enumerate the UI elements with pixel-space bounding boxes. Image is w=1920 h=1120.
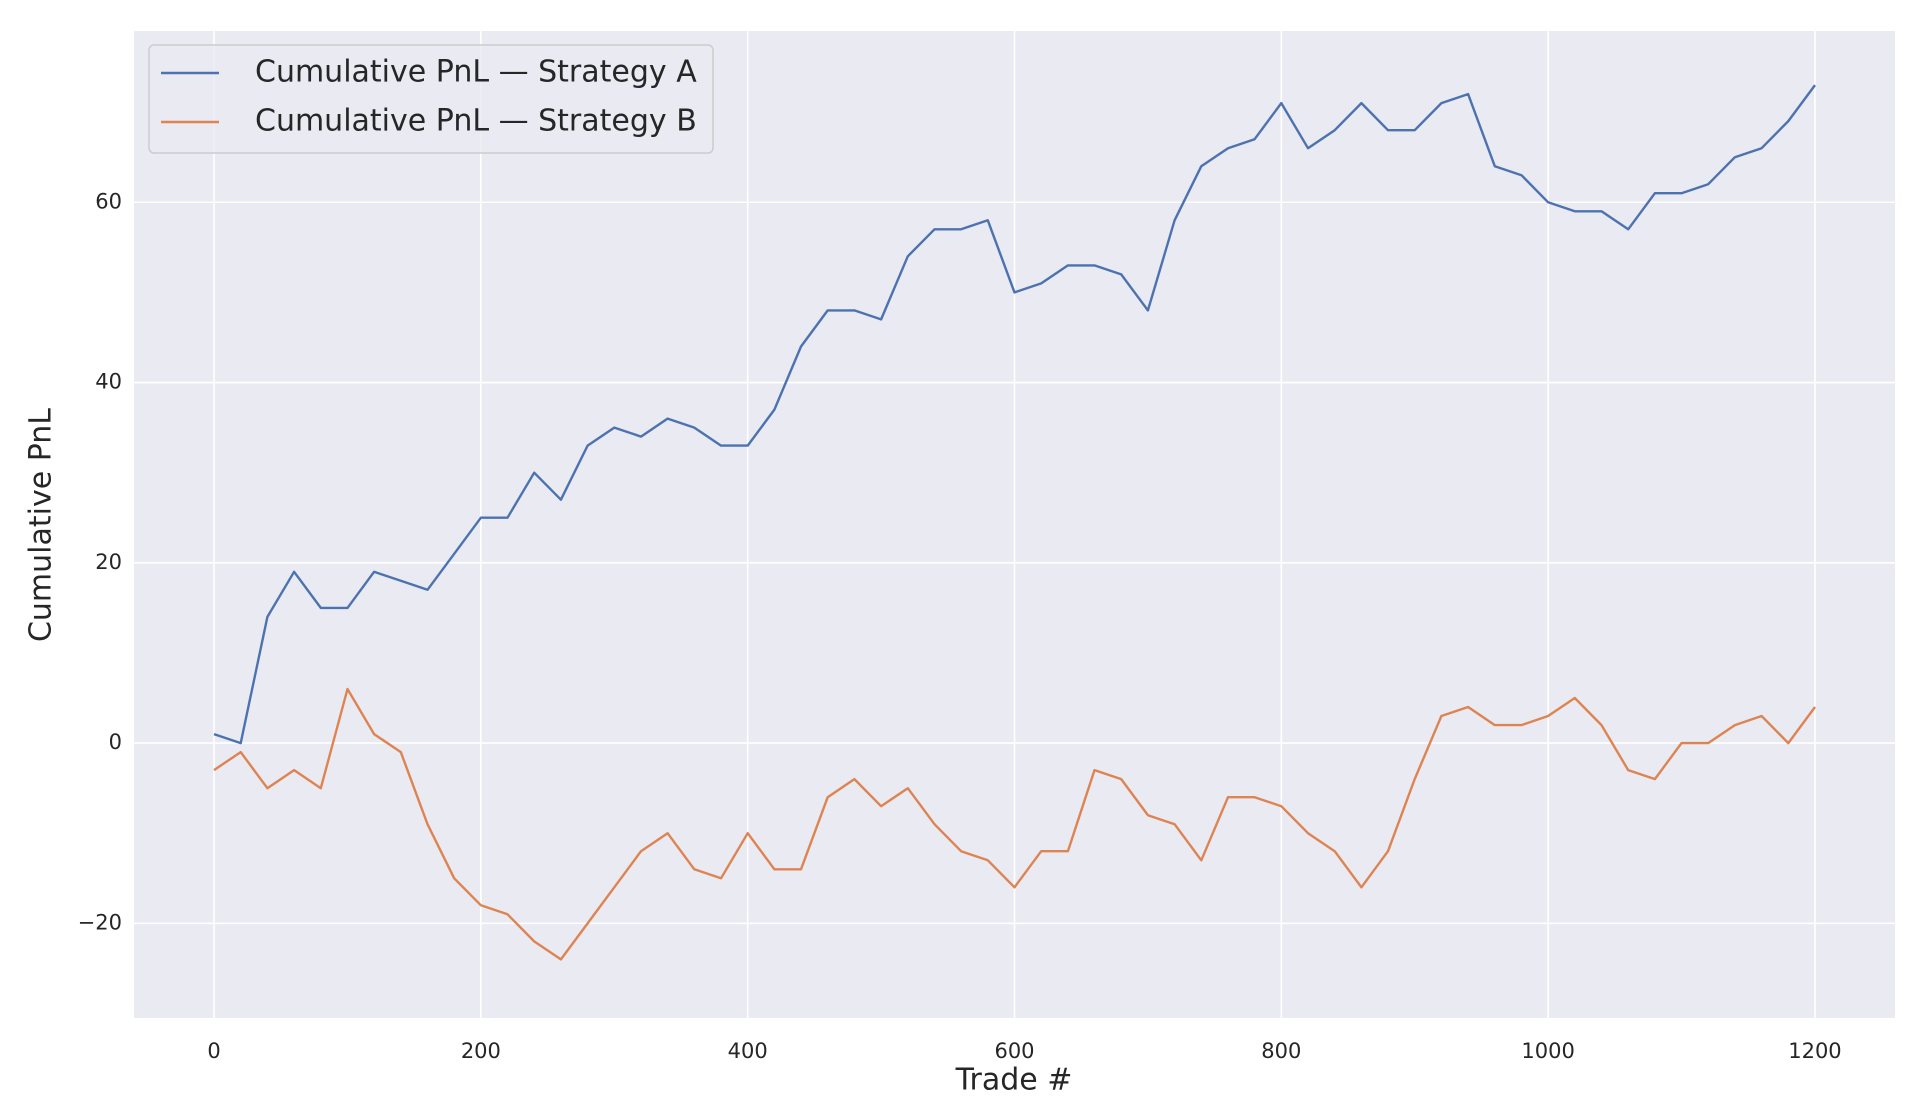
x-tick-label: 1000 <box>1521 1039 1574 1063</box>
plot-area <box>134 31 1895 1018</box>
y-tick-label: 0 <box>109 730 122 754</box>
y-tick-label: 40 <box>95 370 122 394</box>
data-line <box>213 687 1816 961</box>
y-tick-label: 60 <box>95 189 122 213</box>
y-tick-label: −20 <box>78 910 122 934</box>
x-tick-label: 600 <box>994 1039 1034 1063</box>
legend-label: Cumulative PnL — Strategy A <box>255 55 697 90</box>
x-tick-label: 1200 <box>1788 1039 1841 1063</box>
legend: Cumulative PnL — Strategy A Cumulative Pn… <box>148 44 714 154</box>
x-tick-label: 0 <box>207 1039 220 1063</box>
legend-box <box>148 44 714 154</box>
y-axis-label: Cumulative PnL <box>24 408 59 642</box>
x-axis-label: Trade # <box>955 1063 1073 1098</box>
legend-label: Cumulative PnL — Strategy B <box>255 104 697 139</box>
x-tick-label: 200 <box>461 1039 501 1063</box>
y-tick-label: 20 <box>95 550 122 574</box>
x-tick-label: 800 <box>1261 1039 1301 1063</box>
x-tick-label: 400 <box>728 1039 768 1063</box>
data-line <box>213 84 1816 745</box>
